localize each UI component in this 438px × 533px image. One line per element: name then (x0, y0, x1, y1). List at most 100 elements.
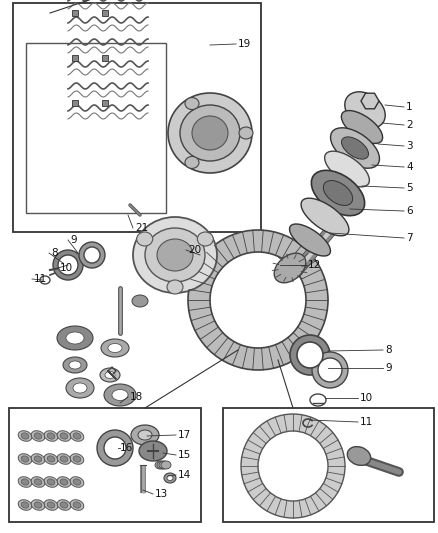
Ellipse shape (105, 372, 115, 378)
Ellipse shape (311, 171, 365, 216)
Ellipse shape (18, 431, 32, 441)
Ellipse shape (104, 384, 136, 406)
Text: 1: 1 (406, 102, 413, 112)
Circle shape (318, 358, 342, 382)
Ellipse shape (342, 137, 368, 159)
Text: 14: 14 (178, 470, 191, 480)
Ellipse shape (73, 456, 81, 462)
Ellipse shape (47, 456, 55, 462)
Ellipse shape (44, 454, 58, 464)
Circle shape (297, 342, 323, 368)
Ellipse shape (57, 454, 71, 464)
Text: 9: 9 (70, 235, 77, 245)
Bar (223, 408, 434, 522)
Text: 13: 13 (155, 489, 168, 499)
Ellipse shape (60, 433, 68, 439)
Bar (72, 10, 78, 16)
Ellipse shape (66, 378, 94, 398)
Ellipse shape (21, 433, 29, 439)
Ellipse shape (164, 473, 176, 483)
Ellipse shape (34, 479, 42, 485)
Ellipse shape (31, 454, 45, 464)
Bar (102, 55, 108, 61)
Ellipse shape (167, 475, 173, 481)
Ellipse shape (325, 151, 369, 187)
Ellipse shape (21, 456, 29, 462)
Ellipse shape (31, 500, 45, 510)
Ellipse shape (18, 477, 32, 487)
Ellipse shape (60, 479, 68, 485)
Bar (72, 100, 78, 106)
Text: 11: 11 (34, 274, 47, 284)
Ellipse shape (44, 500, 58, 510)
Ellipse shape (73, 502, 81, 508)
Text: 3: 3 (406, 141, 413, 151)
Ellipse shape (34, 502, 42, 508)
Ellipse shape (66, 332, 84, 344)
Ellipse shape (159, 461, 169, 469)
Bar (102, 100, 108, 106)
Circle shape (312, 352, 348, 388)
Ellipse shape (73, 479, 81, 485)
Text: 8: 8 (51, 248, 58, 258)
Ellipse shape (301, 198, 349, 236)
Text: 10: 10 (360, 393, 373, 403)
Ellipse shape (57, 326, 93, 350)
Ellipse shape (101, 339, 129, 357)
Text: 10: 10 (60, 263, 73, 273)
Bar (13, 3, 261, 232)
Text: 12: 12 (308, 260, 321, 270)
Ellipse shape (185, 98, 199, 110)
Text: 21: 21 (135, 223, 148, 233)
Ellipse shape (133, 217, 217, 293)
Ellipse shape (70, 477, 84, 487)
Ellipse shape (60, 456, 68, 462)
Ellipse shape (73, 383, 87, 393)
Ellipse shape (18, 500, 32, 510)
Ellipse shape (47, 479, 55, 485)
Ellipse shape (34, 433, 42, 439)
Ellipse shape (185, 157, 199, 168)
Ellipse shape (108, 343, 122, 352)
Circle shape (188, 230, 328, 370)
Ellipse shape (21, 479, 29, 485)
Circle shape (104, 437, 126, 459)
Ellipse shape (161, 461, 171, 469)
Ellipse shape (44, 477, 58, 487)
Ellipse shape (57, 500, 71, 510)
Ellipse shape (167, 280, 183, 294)
Ellipse shape (70, 454, 84, 464)
Text: 4: 4 (406, 162, 413, 172)
Ellipse shape (145, 228, 205, 282)
Ellipse shape (345, 92, 385, 128)
Ellipse shape (73, 433, 81, 439)
Ellipse shape (155, 461, 165, 469)
Text: 2: 2 (406, 120, 413, 130)
Text: 18: 18 (130, 392, 143, 402)
Ellipse shape (69, 361, 81, 369)
Ellipse shape (47, 502, 55, 508)
Ellipse shape (331, 128, 379, 168)
Ellipse shape (21, 502, 29, 508)
Circle shape (258, 431, 328, 501)
Ellipse shape (44, 431, 58, 441)
Circle shape (79, 242, 105, 268)
Ellipse shape (138, 430, 152, 440)
Text: 17: 17 (178, 430, 191, 440)
Text: 5: 5 (406, 183, 413, 193)
Circle shape (58, 255, 78, 275)
Text: 9: 9 (385, 363, 392, 373)
Ellipse shape (192, 116, 228, 150)
Ellipse shape (47, 433, 55, 439)
Bar (9, 408, 201, 522)
Ellipse shape (70, 431, 84, 441)
Ellipse shape (60, 502, 68, 508)
Text: 11: 11 (360, 417, 373, 427)
Ellipse shape (63, 357, 87, 373)
Ellipse shape (137, 232, 153, 246)
Ellipse shape (34, 456, 42, 462)
Text: 15: 15 (178, 450, 191, 460)
Circle shape (97, 430, 133, 466)
Ellipse shape (31, 431, 45, 441)
Circle shape (53, 250, 83, 280)
